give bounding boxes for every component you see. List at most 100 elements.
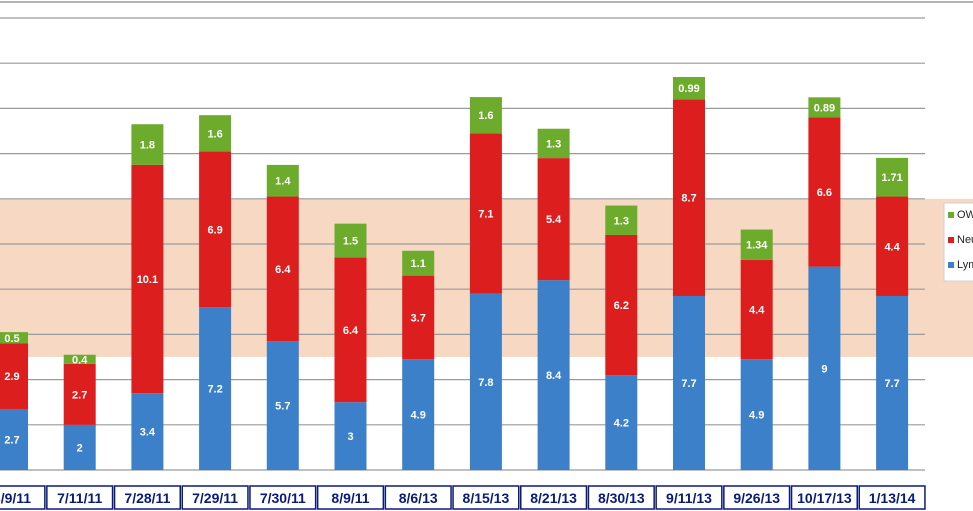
x-tick-label: 7/30/11 <box>260 490 306 506</box>
tick-label-box <box>0 485 46 510</box>
bar-ow-4 <box>266 164 299 197</box>
data-label-ow: 1.6 <box>207 128 222 140</box>
x-tick-label: 9/11/13 <box>666 490 712 506</box>
data-label-neu: 4.4 <box>884 241 900 253</box>
bar-ow-10 <box>673 76 705 100</box>
bar-neu-5 <box>334 257 367 403</box>
bar-lym-6 <box>402 359 435 470</box>
data-label-neu: 6.9 <box>207 224 222 236</box>
data-label-neu: 2.7 <box>72 389 87 401</box>
bar-neu-6 <box>402 275 435 360</box>
data-label-ow: 0.99 <box>678 83 699 95</box>
x-tick-label: 1/13/14 <box>869 490 916 506</box>
bar-neu-2 <box>131 164 164 394</box>
bar-ow-3 <box>199 115 232 152</box>
x-tick-label: 8/6/13 <box>399 490 438 506</box>
bar-neu-1 <box>63 363 96 425</box>
bar-ow-7 <box>469 97 502 134</box>
bar-neu-9 <box>605 234 638 376</box>
data-label-neu: 5.4 <box>546 214 562 226</box>
bar-neu-3 <box>199 151 232 308</box>
tick-label-box <box>655 485 723 510</box>
tick-label-box <box>723 485 791 510</box>
data-label-ow: 1.5 <box>343 236 358 248</box>
legend-label-lym: Lym <box>957 259 973 271</box>
tick-label-box <box>587 485 655 510</box>
bar-lym-10 <box>673 295 705 470</box>
bar-ow-12 <box>808 97 841 118</box>
x-tick-label: 10/17/13 <box>797 490 852 506</box>
bar-neu-8 <box>537 158 570 281</box>
bar-lym-1 <box>63 424 96 470</box>
bar-ow-9 <box>605 205 638 235</box>
tick-label-box <box>452 485 520 510</box>
bar-lym-5 <box>334 402 367 470</box>
data-label-ow: 1.8 <box>140 140 155 152</box>
bar-lym-9 <box>605 375 638 470</box>
data-label-ow: 1.3 <box>614 215 629 227</box>
tick-label-box <box>790 485 858 510</box>
data-label-ow: 1.6 <box>478 110 493 122</box>
bar-neu-12 <box>808 117 841 267</box>
bar-lym-13 <box>876 295 909 470</box>
bar-lym-2 <box>131 393 164 470</box>
data-label-neu: 7.1 <box>478 208 493 220</box>
data-label-lym: 2 <box>77 442 83 454</box>
tick-label-box <box>316 485 385 510</box>
bar-lym-7 <box>469 293 502 470</box>
bar-ow-11 <box>740 229 773 260</box>
x-tick-label: 8/15/13 <box>463 490 510 506</box>
bar-ow-1 <box>63 354 96 364</box>
data-label-neu: 6.6 <box>817 187 832 199</box>
x-tick-label: 7/29/11 <box>192 490 238 506</box>
legend-swatch-lym <box>948 262 954 268</box>
bar-neu-4 <box>266 196 299 342</box>
bar-lym-8 <box>537 280 570 470</box>
data-label-lym: 4.9 <box>749 410 764 422</box>
tick-label-box <box>46 485 114 510</box>
data-label-lym: 5.7 <box>275 401 290 413</box>
data-label-ow: 1.1 <box>411 258 426 270</box>
data-label-lym: 7.8 <box>478 377 493 389</box>
data-label-lym: 3.4 <box>140 427 156 439</box>
data-label-ow: 0.5 <box>4 333 19 345</box>
legend-label-neu: Neu <box>957 234 973 246</box>
legend-swatch-ow <box>948 212 954 218</box>
data-label-neu: 6.2 <box>614 300 629 312</box>
data-label-lym: 2.7 <box>4 434 19 446</box>
data-label-lym: 4.2 <box>614 418 629 430</box>
data-label-lym: 7.7 <box>681 378 696 390</box>
tick-label-box <box>249 485 317 510</box>
bar-neu-10 <box>673 99 705 296</box>
x-tick-label: 7/11/11 <box>57 490 102 506</box>
x-tick-label: 8/9/11 <box>0 490 31 506</box>
data-label-lym: 9 <box>821 363 827 375</box>
bar-ow-6 <box>402 250 435 276</box>
tick-label-box <box>384 485 452 510</box>
tick-label-box <box>181 485 249 510</box>
bar-ow-2 <box>131 124 164 165</box>
x-tick-label: 7/28/11 <box>124 490 170 506</box>
x-tick-label: 8/30/13 <box>598 490 645 506</box>
x-tick-label: 8/9/11 <box>331 490 369 506</box>
bar-ow-8 <box>537 128 570 159</box>
data-label-neu: 3.7 <box>411 312 426 324</box>
x-tick-label: 8/21/13 <box>530 490 577 506</box>
tick-label-box <box>113 485 181 510</box>
legend-label-ow: OW <box>957 209 973 221</box>
data-label-ow: 1.4 <box>275 176 291 188</box>
data-label-lym: 3 <box>347 431 353 443</box>
bar-ow-13 <box>876 157 909 197</box>
bar-neu-0 <box>0 343 28 409</box>
data-label-ow: 1.34 <box>746 240 768 252</box>
bar-lym-3 <box>199 307 232 470</box>
bar-neu-7 <box>469 133 502 294</box>
data-label-neu: 6.4 <box>343 325 359 337</box>
data-label-neu: 4.4 <box>749 305 765 317</box>
data-label-ow: 1.71 <box>881 172 902 184</box>
data-label-ow: 1.3 <box>546 138 561 150</box>
data-label-neu: 2.9 <box>4 371 19 383</box>
tick-label-box <box>858 485 926 510</box>
